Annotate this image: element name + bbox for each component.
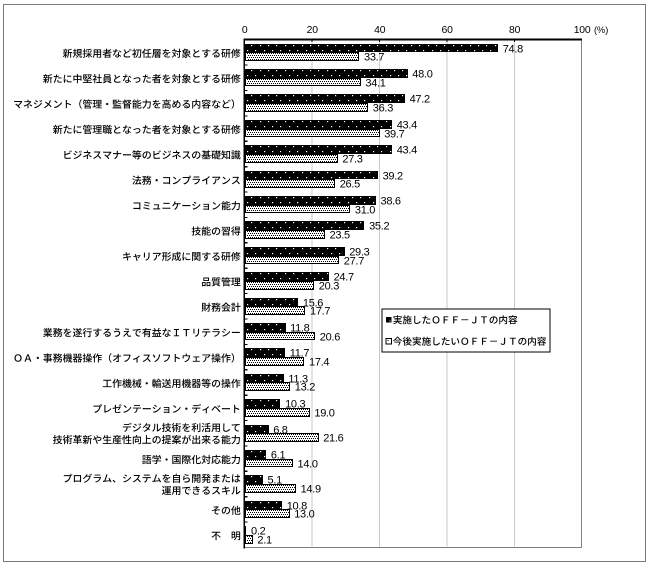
svg-text:5.1: 5.1 — [268, 474, 283, 486]
svg-text:39.7: 39.7 — [384, 128, 404, 140]
svg-text:100: 100 — [574, 25, 591, 36]
svg-text:29.3: 29.3 — [349, 246, 369, 258]
svg-text:60: 60 — [442, 25, 454, 36]
svg-text:20.6: 20.6 — [320, 331, 340, 343]
svg-text:36.3: 36.3 — [373, 102, 393, 114]
svg-text:24.7: 24.7 — [334, 271, 354, 283]
svg-text:13.0: 13.0 — [294, 508, 314, 520]
svg-text:6.1: 6.1 — [271, 449, 286, 461]
svg-text:11.8: 11.8 — [290, 322, 310, 334]
svg-text:21.6: 21.6 — [323, 432, 343, 444]
svg-text:35.2: 35.2 — [369, 220, 389, 232]
svg-text:6.8: 6.8 — [273, 424, 288, 436]
svg-text:43.4: 43.4 — [397, 119, 417, 131]
svg-text:23.5: 23.5 — [330, 229, 350, 241]
svg-text:39.2: 39.2 — [383, 170, 403, 182]
svg-text:0.2: 0.2 — [251, 525, 266, 537]
svg-text:17.7: 17.7 — [310, 305, 330, 317]
svg-text:26.5: 26.5 — [340, 178, 360, 190]
svg-text:10.3: 10.3 — [285, 398, 305, 410]
svg-text:40: 40 — [374, 25, 386, 36]
svg-text:17.4: 17.4 — [309, 356, 329, 368]
svg-text:19.0: 19.0 — [314, 407, 334, 419]
svg-text:34.1: 34.1 — [365, 77, 385, 89]
svg-text:2.1: 2.1 — [257, 534, 272, 546]
svg-text:80: 80 — [509, 25, 521, 36]
svg-text:27.3: 27.3 — [342, 153, 362, 165]
svg-text:14.0: 14.0 — [298, 458, 318, 470]
svg-text:38.6: 38.6 — [381, 195, 401, 207]
svg-text:31.0: 31.0 — [355, 204, 375, 216]
svg-text:15.6: 15.6 — [303, 297, 323, 309]
svg-text:10.8: 10.8 — [287, 500, 307, 512]
svg-text:33.7: 33.7 — [364, 51, 384, 63]
svg-text:11.3: 11.3 — [288, 373, 308, 385]
svg-text:(%): (%) — [594, 25, 608, 35]
svg-text:20: 20 — [307, 25, 319, 36]
svg-text:11.7: 11.7 — [290, 347, 310, 359]
svg-text:20.3: 20.3 — [319, 280, 339, 292]
svg-text:0: 0 — [242, 25, 248, 36]
svg-text:48.0: 48.0 — [412, 68, 432, 80]
svg-text:47.2: 47.2 — [410, 93, 430, 105]
svg-text:14.9: 14.9 — [301, 483, 321, 495]
svg-text:27.7: 27.7 — [344, 255, 364, 267]
svg-text:13.2: 13.2 — [295, 381, 315, 393]
svg-text:43.4: 43.4 — [397, 144, 417, 156]
svg-text:74.8: 74.8 — [503, 43, 523, 55]
